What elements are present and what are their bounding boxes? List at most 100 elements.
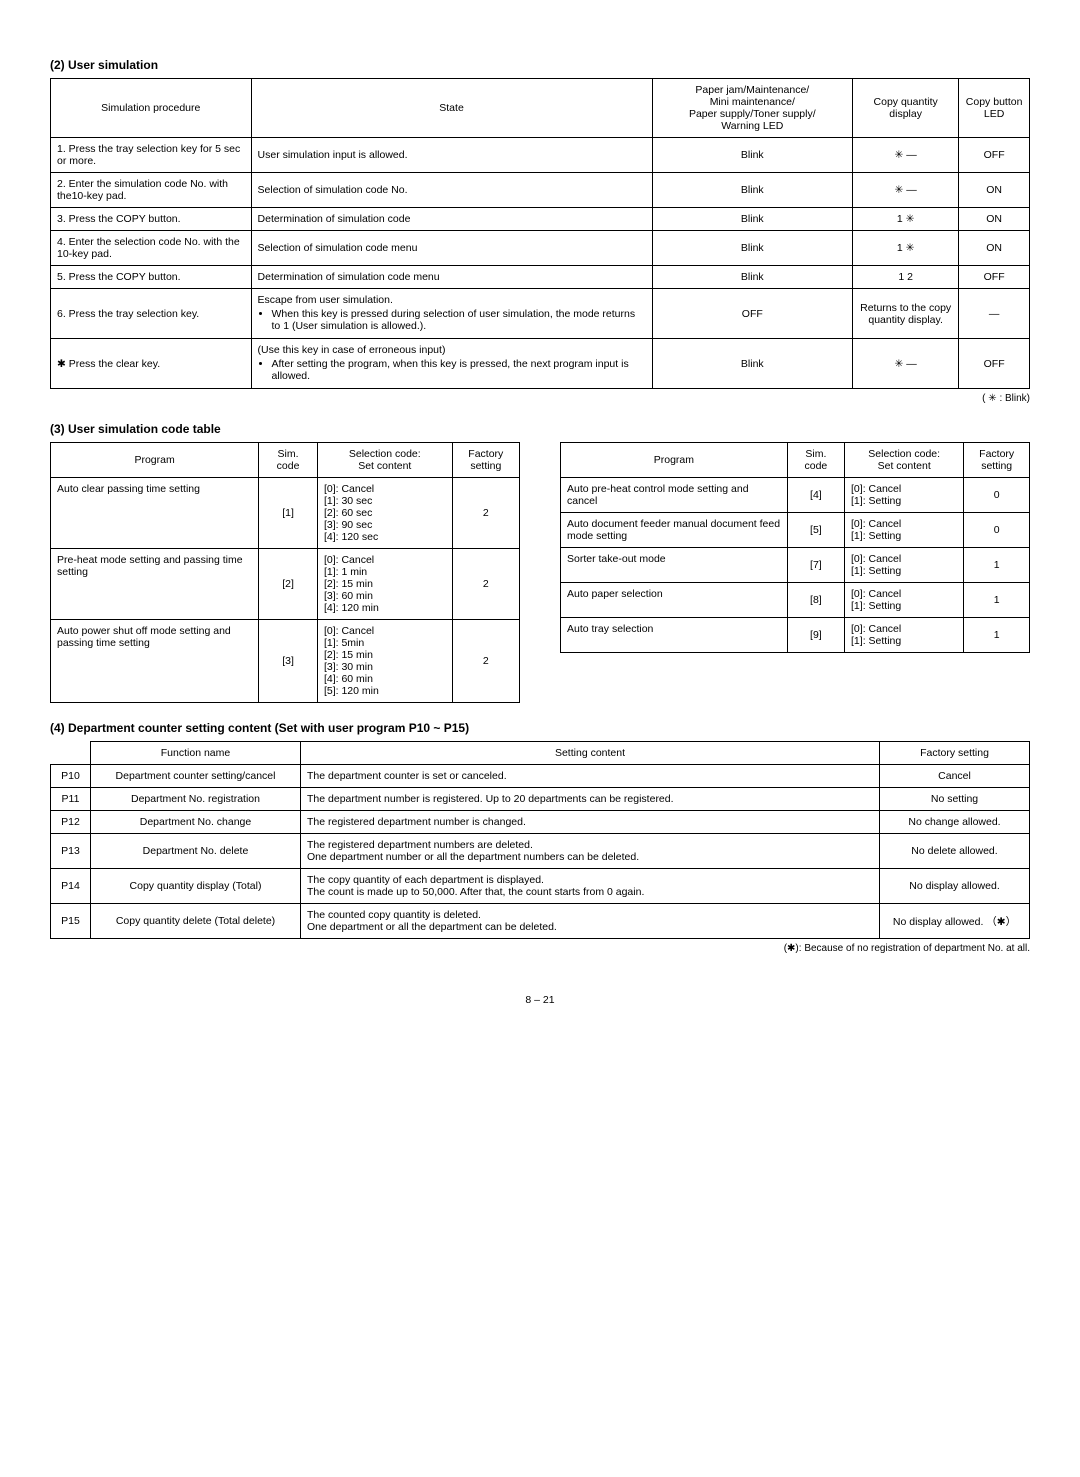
table-cell: Auto document feeder manual document fee… [561,513,788,548]
table-cell: [1] [259,478,318,549]
section3-title: (3) User simulation code table [50,422,1030,436]
th-sim-procedure: Simulation procedure [51,79,252,138]
section2-title: (2) User simulation [50,58,1030,72]
table-cell: Selection of simulation code No. [251,173,652,208]
table-cell: Department No. registration [91,788,301,811]
table-cell: No display allowed. [880,869,1030,904]
table-cell: No change allowed. [880,811,1030,834]
table-cell: [4] [787,478,844,513]
th-copy-btn-led: Copy button LED [959,79,1030,138]
table-cell: [0]: Cancel[1]: Setting [845,478,964,513]
table-cell: Auto clear passing time setting [51,478,259,549]
table-cell: ✳ — [853,138,959,173]
blink-legend: ( ✳ : Blink) [50,393,1030,404]
table-cell: [8] [787,583,844,618]
table-cell: Cancel [880,765,1030,788]
table-cell: 1 [964,618,1030,653]
table-user-simulation: Simulation procedure State Paper jam/Mai… [50,78,1030,389]
table-cell: 2 [452,478,519,549]
table-cell: 0 [964,513,1030,548]
table-cell: OFF [959,266,1030,289]
th-factory-setting: Factory setting [880,742,1030,765]
table-cell: Sorter take-out mode [561,548,788,583]
table-cell: Auto tray selection [561,618,788,653]
table-cell: [9] [787,618,844,653]
table-sim-code-right: Program Sim. code Selection code: Set co… [560,442,1030,653]
table-cell: [3] [259,620,318,703]
table-cell: No delete allowed. [880,834,1030,869]
table-cell: Blink [652,231,853,266]
table-cell: [0]: Cancel[1]: Setting [845,618,964,653]
table-cell: ON [959,208,1030,231]
th-state: State [251,79,652,138]
table-cell: 2 [452,620,519,703]
dept-footnote: (✱): Because of no registration of depar… [50,943,1030,954]
table-cell: Pre-heat mode setting and passing time s… [51,549,259,620]
table-cell: Blink [652,138,853,173]
table-cell: Blink [652,208,853,231]
table-cell: Department No. change [91,811,301,834]
table-cell: OFF [652,289,853,339]
table-cell: 2 [452,549,519,620]
table-cell: The department counter is set or cancele… [301,765,880,788]
th-func-name: Function name [91,742,301,765]
table-cell: Selection of simulation code menu [251,231,652,266]
table-cell: Auto pre-heat control mode setting and c… [561,478,788,513]
table-cell: User simulation input is allowed. [251,138,652,173]
table-cell: ON [959,173,1030,208]
th-setting-content: Setting content [301,742,880,765]
th-factory: Factory setting [452,443,519,478]
table-cell: Blink [652,266,853,289]
table-cell: 1 ✳ [853,208,959,231]
table-cell: 2. Enter the simulation code No. with th… [51,173,252,208]
table-cell: Auto power shut off mode setting and pas… [51,620,259,703]
section4-title: (4) Department counter setting content (… [50,721,1030,735]
table-cell: 1. Press the tray selection key for 5 se… [51,138,252,173]
th-sim-code: Sim. code [259,443,318,478]
table-cell: 6. Press the tray selection key. [51,289,252,339]
table-cell: P14 [51,869,91,904]
table-cell: Returns to the copy quantity display. [853,289,959,339]
table-cell: Copy quantity delete (Total delete) [91,904,301,939]
table-cell: No display allowed. （✱） [880,904,1030,939]
table-dept-counter: Function name Setting content Factory se… [50,741,1030,939]
table-cell: 1 [964,583,1030,618]
table-cell: ON [959,231,1030,266]
table-cell: Auto paper selection [561,583,788,618]
table-cell: P13 [51,834,91,869]
table-cell: Copy quantity display (Total) [91,869,301,904]
table-cell: 3. Press the COPY button. [51,208,252,231]
table-cell: (Use this key in case of erroneous input… [251,339,652,389]
table-cell: 4. Enter the selection code No. with the… [51,231,252,266]
table-cell: Blink [652,339,853,389]
table-cell: The registered department numbers are de… [301,834,880,869]
table-cell: P10 [51,765,91,788]
th-sel-code: Selection code: Set content [845,443,964,478]
table-cell: [0]: Cancel[1]: 5min[2]: 15 min[3]: 30 m… [317,620,452,703]
table-cell: P12 [51,811,91,834]
table-cell: [0]: Cancel[1]: Setting [845,583,964,618]
table-cell: 1 ✳ [853,231,959,266]
table-cell: 0 [964,478,1030,513]
th-copy-qty: Copy quantity display [853,79,959,138]
table-cell: 5. Press the COPY button. [51,266,252,289]
table-cell: The copy quantity of each department is … [301,869,880,904]
table-cell: [2] [259,549,318,620]
table-sim-code-left: Program Sim. code Selection code: Set co… [50,442,520,703]
th-sel-code: Selection code: Set content [317,443,452,478]
table-cell: The department number is registered. Up … [301,788,880,811]
table-cell: OFF [959,339,1030,389]
table-cell: Blink [652,173,853,208]
th-blank [51,742,91,765]
th-program: Program [51,443,259,478]
th-factory: Factory setting [964,443,1030,478]
table-cell: [0]: Cancel[1]: Setting [845,548,964,583]
table-cell: Determination of simulation code menu [251,266,652,289]
table-cell: Determination of simulation code [251,208,652,231]
table-cell: [0]: Cancel[1]: 1 min[2]: 15 min[3]: 60 … [317,549,452,620]
table-cell: The registered department number is chan… [301,811,880,834]
table-cell: ✳ — [853,173,959,208]
table-cell: The counted copy quantity is deleted. On… [301,904,880,939]
table-cell: Escape from user simulation.When this ke… [251,289,652,339]
table-cell: — [959,289,1030,339]
